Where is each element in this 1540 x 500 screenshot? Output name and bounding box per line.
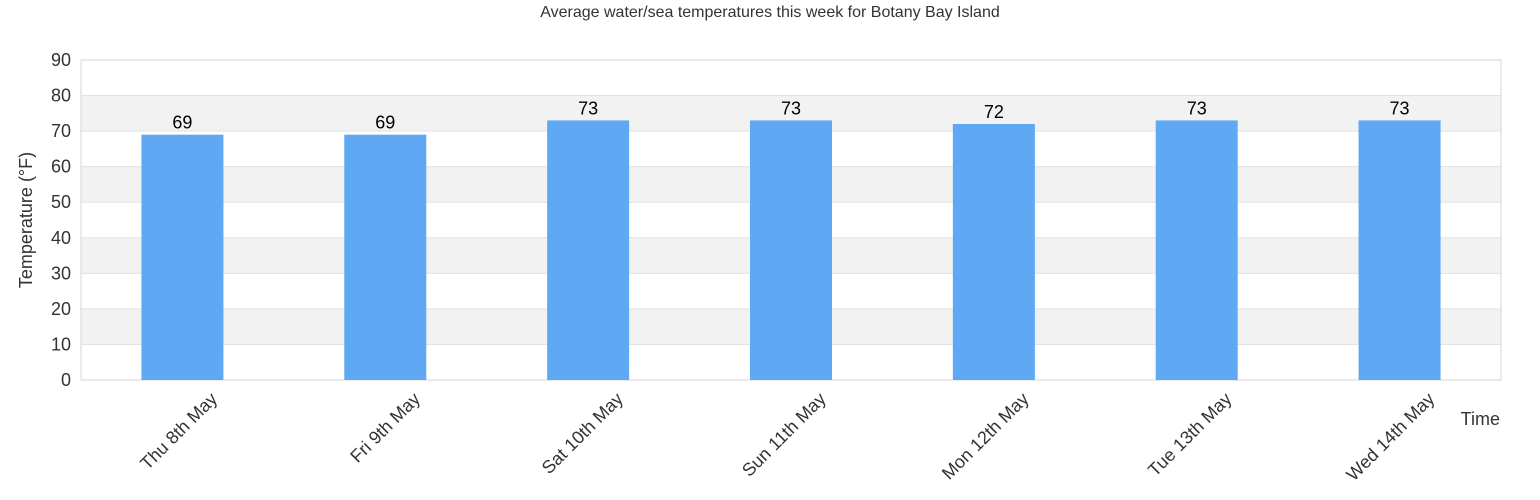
y-tick-label: 70 <box>51 121 71 141</box>
data-label: 69 <box>375 113 395 133</box>
data-label: 73 <box>578 98 598 118</box>
plot-band <box>81 60 1501 96</box>
y-tick-label: 0 <box>61 370 71 390</box>
y-tick-label: 40 <box>51 228 71 248</box>
data-label: 73 <box>1390 98 1410 118</box>
y-axis-title: Temperature (°F) <box>16 152 36 288</box>
chart-title: Average water/sea temperatures this week… <box>540 4 1000 21</box>
data-label: 72 <box>984 102 1004 122</box>
x-tick-label: Fri 9th May <box>346 389 424 467</box>
x-tick-labels: Thu 8th May Fri 9th May Sat 10th May Sun 11… <box>136 389 1438 485</box>
data-label: 73 <box>781 98 801 118</box>
x-axis-title: Time <box>1461 409 1500 429</box>
bar <box>547 120 630 380</box>
y-ticks: 0 10 20 30 40 50 60 70 80 90 <box>51 50 71 390</box>
bar <box>952 124 1035 380</box>
y-tick-label: 60 <box>51 157 71 177</box>
x-tick-label: Sat 10th May <box>538 389 627 478</box>
y-tick-label: 10 <box>51 334 71 354</box>
bars <box>141 120 1441 380</box>
data-label: 69 <box>172 113 192 133</box>
data-label: 73 <box>1187 98 1207 118</box>
y-tick-label: 90 <box>51 50 71 70</box>
bar <box>750 120 832 380</box>
bar <box>1358 120 1441 380</box>
x-tick-label: Sun 11th May <box>738 389 830 481</box>
data-labels: 69 69 73 73 72 73 73 <box>172 98 1409 132</box>
y-tick-label: 30 <box>51 263 71 283</box>
bar <box>344 134 427 380</box>
bar <box>141 134 224 380</box>
y-tick-label: 80 <box>51 86 71 106</box>
x-tick-label: Thu 8th May <box>136 389 221 474</box>
x-tick-label: Wed 14th May <box>1342 389 1438 485</box>
y-tick-label: 20 <box>51 299 71 319</box>
x-tick-label: Tue 13th May <box>1144 389 1235 480</box>
bar <box>1155 120 1238 380</box>
y-tick-label: 50 <box>51 192 71 212</box>
x-tick-label: Mon 12th May <box>938 389 1033 484</box>
